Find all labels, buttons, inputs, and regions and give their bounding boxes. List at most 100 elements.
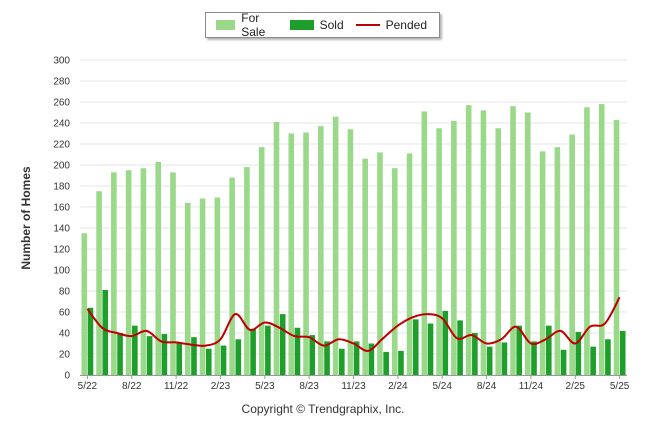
- bar-for-sale: [96, 191, 102, 375]
- bar-sold: [486, 346, 493, 375]
- y-tick-label: 300: [53, 56, 70, 67]
- bar-for-sale: [613, 119, 620, 375]
- bar-sold: [235, 339, 242, 375]
- legend-label-pended: Pended: [385, 18, 427, 32]
- bar-sold: [339, 348, 345, 375]
- bar-sold: [353, 341, 360, 375]
- y-tick-label: 180: [53, 182, 70, 193]
- bar-sold: [146, 336, 153, 375]
- x-tick-label: 2/25: [566, 381, 586, 392]
- y-tick-label: 140: [53, 224, 70, 235]
- bars: [81, 104, 626, 376]
- bar-sold: [383, 351, 389, 375]
- bar-sold: [220, 345, 227, 375]
- bar-for-sale: [436, 128, 442, 375]
- bar-for-sale: [495, 128, 502, 375]
- x-tick-label: 8/24: [477, 381, 497, 392]
- for-sale-swatch: [216, 20, 236, 30]
- bar-for-sale: [391, 168, 398, 375]
- legend-item-pended: Pended: [355, 18, 427, 32]
- bar-for-sale: [539, 151, 546, 375]
- y-tick-label: 160: [53, 203, 70, 214]
- bar-for-sale: [318, 126, 324, 376]
- bar-for-sale: [244, 167, 250, 375]
- bar-sold: [590, 346, 596, 375]
- bar-sold: [442, 310, 449, 375]
- x-tick-label: 5/25: [610, 381, 630, 392]
- bar-sold: [619, 330, 626, 375]
- pended-line: [86, 296, 621, 352]
- x-tick-label: 8/23: [299, 381, 319, 392]
- x-tick-label: 2/23: [211, 381, 231, 392]
- bar-for-sale: [377, 152, 383, 375]
- bar-for-sale: [303, 132, 309, 375]
- bar-for-sale: [584, 107, 590, 375]
- bar-for-sale: [111, 172, 117, 375]
- bar-sold: [176, 342, 182, 375]
- bar-for-sale: [155, 161, 162, 375]
- bar-sold: [87, 307, 94, 375]
- bar-sold: [531, 341, 537, 375]
- bar-sold: [575, 331, 582, 375]
- x-tick-label: 5/23: [255, 381, 275, 392]
- bar-sold: [117, 333, 123, 375]
- bar-sold: [309, 335, 316, 375]
- x-tick-label: 5/24: [432, 381, 452, 392]
- legend-label-sold: Sold: [319, 18, 344, 32]
- y-tick-label: 240: [53, 119, 70, 130]
- bar-for-sale: [125, 170, 132, 375]
- x-tick-label: 11/22: [164, 381, 189, 392]
- bar-for-sale: [347, 129, 354, 375]
- bar-for-sale: [554, 147, 561, 375]
- bar-for-sale: [258, 147, 265, 375]
- bar-sold: [427, 323, 434, 375]
- y-tick-label: 40: [59, 329, 71, 340]
- legend-label-for-sale: For Sale: [241, 11, 266, 39]
- bar-for-sale: [81, 233, 88, 375]
- y-tick-label: 120: [53, 245, 70, 256]
- bar-sold: [457, 320, 463, 375]
- y-tick-label: 200: [53, 161, 70, 172]
- sold-swatch: [289, 20, 314, 30]
- bar-for-sale: [480, 110, 487, 376]
- y-tick-label: 260: [53, 98, 70, 109]
- bar-sold: [294, 327, 301, 375]
- bar-sold: [102, 289, 109, 375]
- bar-for-sale: [421, 111, 428, 375]
- bar-for-sale: [510, 106, 516, 375]
- bar-sold: [605, 339, 611, 375]
- y-axis-label: Number of Homes: [19, 166, 33, 270]
- pended-swatch: [355, 24, 380, 26]
- y-tick-label: 220: [53, 140, 70, 151]
- y-tick-label: 280: [53, 77, 70, 88]
- pended-line-layer: [86, 296, 621, 352]
- bar-for-sale: [569, 134, 575, 375]
- bar-sold: [516, 325, 523, 375]
- bar-sold: [205, 348, 212, 375]
- bar-for-sale: [332, 116, 339, 375]
- bar-sold: [412, 319, 419, 375]
- x-tick-label: 5/22: [78, 381, 98, 392]
- bar-for-sale: [199, 198, 206, 375]
- bar-sold: [191, 337, 197, 375]
- y-tick-label: 0: [64, 371, 70, 382]
- bar-sold: [501, 342, 508, 375]
- x-tick-label: 2/24: [388, 381, 408, 392]
- bar-for-sale: [525, 112, 531, 375]
- y-tick-label: 60: [59, 308, 71, 319]
- bar-for-sale: [288, 133, 295, 375]
- legend-item-sold: Sold: [289, 18, 344, 32]
- bar-sold: [472, 333, 478, 375]
- bar-sold: [398, 350, 404, 375]
- bar-for-sale: [229, 177, 235, 375]
- bar-for-sale: [362, 158, 368, 375]
- y-tick-label: 100: [53, 266, 70, 277]
- bar-for-sale: [406, 153, 413, 375]
- legend: For Sale Sold Pended: [205, 11, 440, 39]
- copyright-text: Copyright © Trendgraphix, Inc.: [241, 402, 405, 416]
- y-tick-label: 80: [59, 287, 71, 298]
- bar-sold: [368, 343, 375, 375]
- bar-for-sale: [184, 202, 191, 375]
- bar-sold: [545, 325, 552, 375]
